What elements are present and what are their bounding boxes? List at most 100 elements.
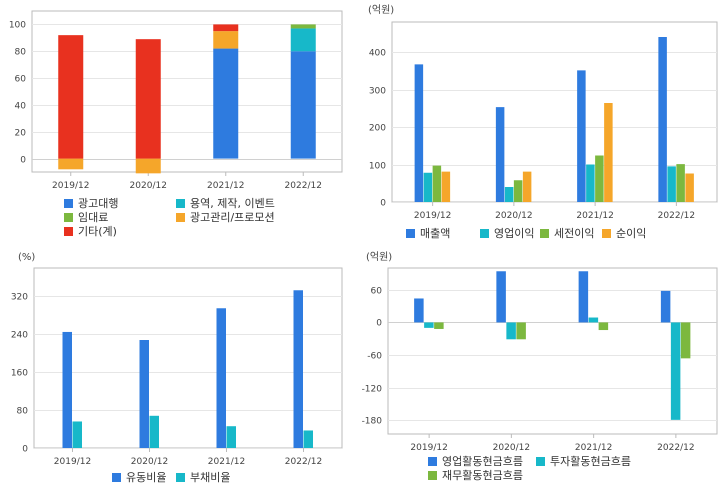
bar xyxy=(62,331,72,448)
legend-item: 영업활동현금흐름 xyxy=(428,453,523,469)
bar-segment xyxy=(58,158,84,170)
y-tick-label: 200 xyxy=(369,124,386,134)
legend-label: 부채비율 xyxy=(190,471,231,484)
cashflow-chart: (억원) 60 0 -60 -120 -180 2019/12 2020/12 2021/12 2… xyxy=(362,251,718,453)
y-tick-label: 300 xyxy=(369,87,386,97)
legend-item: 유동비율 xyxy=(112,469,166,485)
legend-swatch xyxy=(602,228,611,238)
legend-item: 기타(계) xyxy=(64,223,117,239)
ratio-legend: 유동비율 부채비율 xyxy=(0,248,350,496)
x-tick-label: 2022/12 xyxy=(285,457,322,467)
y-tick-label: -180 xyxy=(362,417,383,427)
y-tick-label: 100 xyxy=(369,162,386,172)
y-tick-label: 80 xyxy=(15,48,27,58)
legend-swatch xyxy=(540,228,549,238)
ratio-chart: (%) 0 80 160 240 320 2019/12 2020/12 2021/12 2022… xyxy=(11,252,343,467)
legend-label: 재무활동현금흐름 xyxy=(442,469,523,482)
legend-label: 영업활동현금흐름 xyxy=(442,455,523,468)
x-tick-label: 2022/12 xyxy=(657,443,694,453)
bar xyxy=(676,164,685,202)
legend-swatch xyxy=(428,456,437,466)
bar xyxy=(423,172,433,202)
bar xyxy=(424,322,434,328)
composition-chart: 0 20 40 60 80 100 2019/12 2020/12 2021/12 2022/12 xyxy=(9,10,343,191)
legend-swatch xyxy=(480,228,489,238)
x-tick-label: 2021/12 xyxy=(575,443,612,453)
unit-label: (억원) xyxy=(366,251,392,263)
bar xyxy=(414,64,424,202)
bar-segment xyxy=(135,39,161,159)
bar xyxy=(216,308,226,448)
y-tick-label: -120 xyxy=(362,385,383,395)
bar xyxy=(513,180,523,202)
bar xyxy=(506,322,516,340)
income-chart-panel: (억원) 0 100 200 300 400 2019/12 2020/12 2021/12 20… xyxy=(362,0,720,250)
legend-label: 세전이익 xyxy=(554,227,595,240)
legend-item: 매출액 xyxy=(406,225,450,241)
bar xyxy=(660,290,671,323)
legend-label: 유동비율 xyxy=(126,471,167,484)
bar-segment xyxy=(213,48,239,159)
income-chart: (억원) 0 100 200 300 400 2019/12 2020/12 2021/12 20… xyxy=(368,4,718,221)
bar xyxy=(293,290,303,448)
bar xyxy=(670,322,681,420)
bar xyxy=(578,271,589,323)
x-tick-label: 2021/12 xyxy=(576,211,613,221)
legend-label: 투자활동현금흐름 xyxy=(550,455,631,468)
unit-label: (%) xyxy=(18,252,35,263)
legend-label: 광고대행 xyxy=(78,197,119,210)
legend-item: 광고관리/프로모션 xyxy=(176,209,275,225)
plot-area xyxy=(31,10,343,173)
y-tick-label: 100 xyxy=(9,21,26,31)
bar xyxy=(604,103,613,202)
bar xyxy=(441,171,451,202)
y-tick-label: -60 xyxy=(367,352,382,362)
legend-item: 임대료 xyxy=(64,209,108,225)
bar xyxy=(680,322,691,359)
y-tick-label: 80 xyxy=(17,407,29,417)
bar xyxy=(595,155,604,202)
y-tick-label: 0 xyxy=(22,445,28,455)
y-tick-label: 0 xyxy=(376,319,382,329)
x-tick-label: 2021/12 xyxy=(208,457,245,467)
x-tick-label: 2019/12 xyxy=(410,443,447,453)
legend-label: 광고관리/프로모션 xyxy=(190,211,275,224)
legend-label: 순이익 xyxy=(616,227,647,240)
x-tick-label: 2020/12 xyxy=(130,181,167,191)
legend-label: 영업이익 xyxy=(494,227,535,240)
y-tick-label: 60 xyxy=(15,75,27,85)
legend-item: 세전이익 xyxy=(540,225,594,241)
y-tick-label: 400 xyxy=(369,49,386,59)
legend-swatch xyxy=(536,456,545,466)
legend-item: 광고대행 xyxy=(64,195,118,211)
legend-swatch xyxy=(64,226,73,236)
bar xyxy=(414,298,424,323)
bar xyxy=(598,322,609,331)
bar xyxy=(149,415,159,448)
bar xyxy=(495,107,505,202)
legend-swatch xyxy=(64,198,73,208)
legend-swatch xyxy=(406,228,415,238)
x-tick-label: 2019/12 xyxy=(52,181,89,191)
bar-segment xyxy=(290,24,316,29)
bar-segment xyxy=(213,24,239,32)
bar xyxy=(504,187,514,202)
y-tick-label: 160 xyxy=(11,369,28,379)
legend-item: 재무활동현금흐름 xyxy=(428,467,523,483)
y-tick-label: 0 xyxy=(20,156,26,166)
bar xyxy=(516,322,526,340)
bar xyxy=(496,271,506,323)
y-tick-label: 60 xyxy=(371,287,383,297)
y-tick-label: 20 xyxy=(15,129,27,139)
composition-legend: 광고대행 용역, 제작, 이벤트 임대료 광고관리/프로모션 기타(계) xyxy=(0,0,350,250)
bar-segment xyxy=(213,31,239,49)
x-tick-label: 2020/12 xyxy=(493,443,530,453)
bar-segment xyxy=(58,35,84,159)
bar xyxy=(577,70,586,202)
bar xyxy=(522,171,532,202)
legend-swatch xyxy=(176,212,185,222)
y-tick-label: 240 xyxy=(11,331,28,341)
cashflow-chart-panel: (억원) 60 0 -60 -120 -180 2019/12 2020/12 2021/12 2… xyxy=(362,248,720,496)
bar-segment xyxy=(135,158,161,174)
